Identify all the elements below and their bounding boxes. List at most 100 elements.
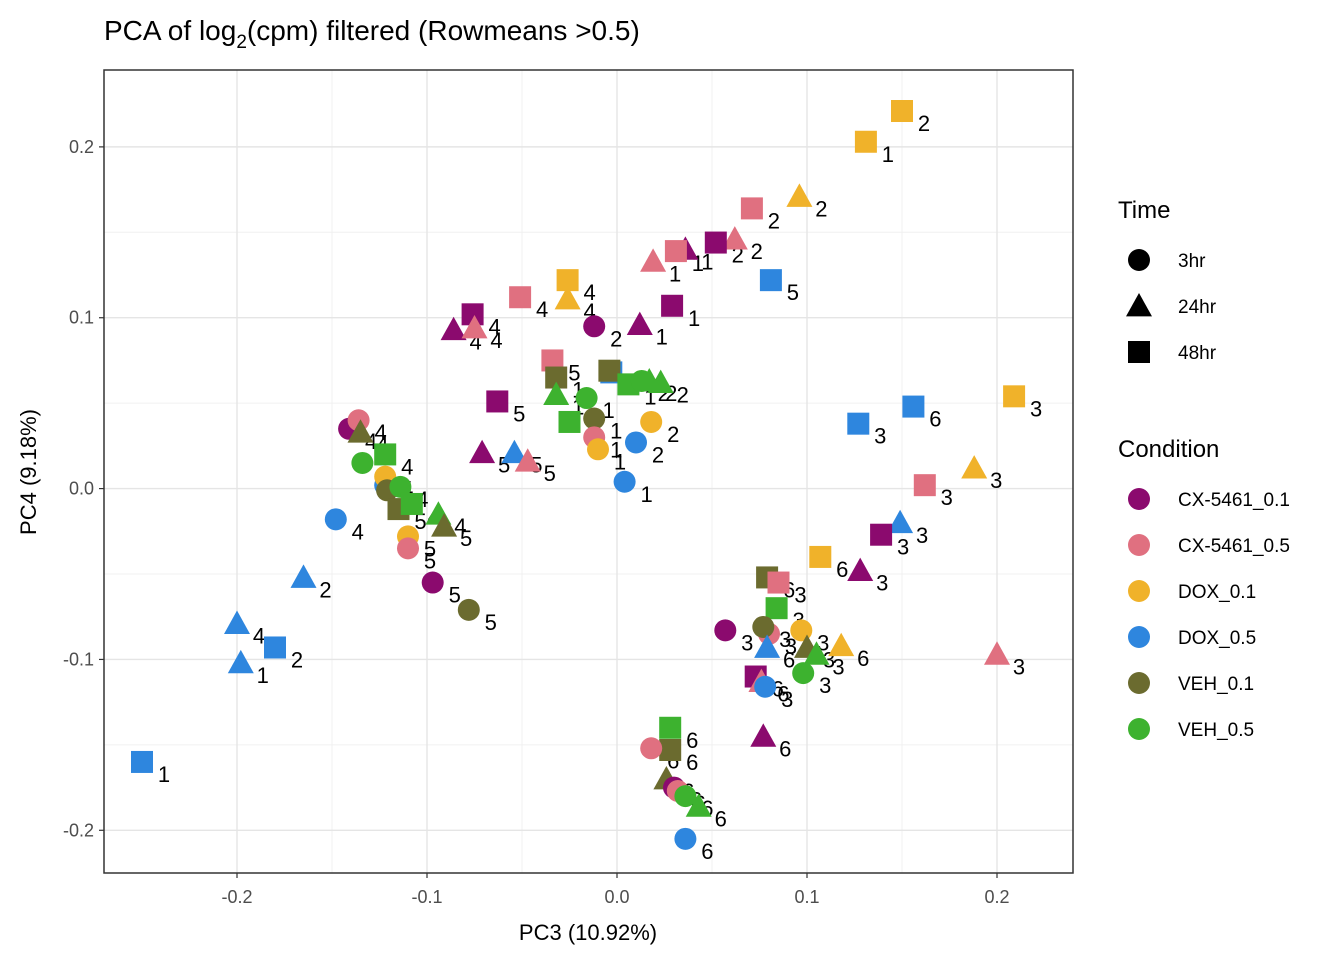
data-point	[131, 750, 153, 773]
data-point	[786, 183, 813, 207]
data-point	[961, 455, 988, 479]
x-tick-label: 0.2	[984, 887, 1009, 907]
y-tick-label: 0.0	[69, 479, 94, 499]
data-point	[765, 597, 788, 620]
point-label: 6	[686, 728, 698, 753]
data-point	[636, 367, 663, 392]
data-point	[759, 269, 782, 292]
point-label: 5	[424, 548, 436, 573]
data-point	[625, 431, 647, 454]
point-label: 6	[929, 407, 941, 432]
data-point	[721, 226, 748, 250]
legend-condition-key	[1128, 718, 1150, 740]
point-label: 3	[794, 583, 806, 608]
point-label: 2	[319, 577, 331, 602]
point-label: 4	[488, 314, 500, 339]
point-label: 4	[352, 519, 364, 544]
data-point	[575, 387, 598, 410]
point-label: 2	[918, 111, 930, 136]
data-point	[754, 634, 781, 658]
x-axis-ticks: -0.2 -0.1 0.0 0.1 0.2	[221, 873, 1010, 907]
point-label: 5	[460, 526, 472, 551]
data-point	[461, 314, 488, 339]
data-point	[469, 439, 496, 464]
legend-condition-label: CX-5461_0.1	[1178, 490, 1290, 511]
data-point	[545, 366, 568, 389]
point-label: 4	[454, 514, 466, 539]
point-label: 2	[677, 383, 689, 408]
data-point	[674, 827, 697, 850]
point-label: 3	[1030, 396, 1042, 421]
legend-condition-key	[1128, 672, 1150, 694]
y-axis-title: PC4 (9.18%)	[16, 409, 41, 535]
chart-title: PCA of log2(cpm) filtered (Rowmeans >0.5…	[104, 15, 640, 53]
x-tick-label: -0.2	[221, 887, 252, 907]
y-tick-label: 0.1	[69, 308, 94, 328]
point-label: 2	[291, 647, 303, 672]
point-label: 1	[257, 663, 269, 688]
point-label: 1	[610, 437, 622, 462]
data-point	[854, 130, 877, 153]
data-point	[847, 412, 870, 435]
data-point	[803, 641, 830, 665]
data-point	[583, 407, 606, 430]
data-point	[870, 523, 893, 546]
data-point	[809, 545, 832, 568]
data-point	[541, 349, 564, 372]
data-point	[640, 410, 663, 433]
data-point	[587, 438, 609, 461]
point-label: 6	[715, 806, 727, 831]
legend-time-label: 3hr	[1178, 251, 1206, 272]
point-label: 6	[686, 750, 698, 775]
point-label: 1	[610, 419, 622, 444]
data-point	[767, 571, 790, 594]
point-label: 5	[787, 280, 799, 305]
y-tick-label: -0.2	[63, 820, 94, 840]
data-point	[556, 269, 579, 292]
point-label: 5	[513, 401, 525, 426]
point-label: 1	[656, 325, 668, 350]
data-point	[902, 395, 925, 418]
data-point	[640, 737, 663, 760]
data-point	[714, 619, 737, 642]
point-label: 1	[614, 449, 626, 474]
data-point	[626, 311, 653, 335]
point-label: 2	[768, 208, 780, 233]
data-point	[887, 509, 914, 534]
point-label: 1	[158, 762, 170, 787]
data-point	[754, 675, 777, 698]
data-points	[131, 100, 1026, 850]
data-point	[290, 564, 317, 588]
data-point	[227, 649, 254, 674]
data-point	[486, 390, 509, 413]
data-point	[264, 636, 286, 659]
point-label: 6	[857, 646, 869, 671]
point-label: 3	[916, 523, 928, 548]
point-label: 4	[490, 328, 502, 353]
data-point	[740, 197, 763, 220]
data-point	[583, 315, 606, 338]
point-label: 1	[602, 398, 614, 423]
data-point	[598, 359, 621, 382]
data-point	[891, 100, 913, 123]
legend-condition-key	[1128, 534, 1150, 556]
data-point	[509, 286, 532, 309]
legend-time-key	[1128, 249, 1150, 271]
data-point	[659, 716, 682, 739]
data-point	[664, 240, 687, 263]
x-axis-title: PC3 (10.92%)	[519, 920, 657, 945]
legend-time-key	[1128, 341, 1150, 363]
legend-time-title: Time	[1118, 197, 1170, 224]
point-label: 3	[941, 485, 953, 510]
point-label: 5	[485, 610, 497, 635]
data-point	[347, 419, 374, 443]
point-label: 5	[414, 509, 426, 534]
point-label: 6	[779, 736, 791, 761]
y-axis-ticks: -0.2 -0.1 0.0 0.1 0.2	[63, 137, 104, 840]
data-point	[913, 474, 936, 497]
data-point	[752, 615, 775, 638]
data-point	[543, 381, 570, 406]
data-point	[389, 475, 412, 498]
